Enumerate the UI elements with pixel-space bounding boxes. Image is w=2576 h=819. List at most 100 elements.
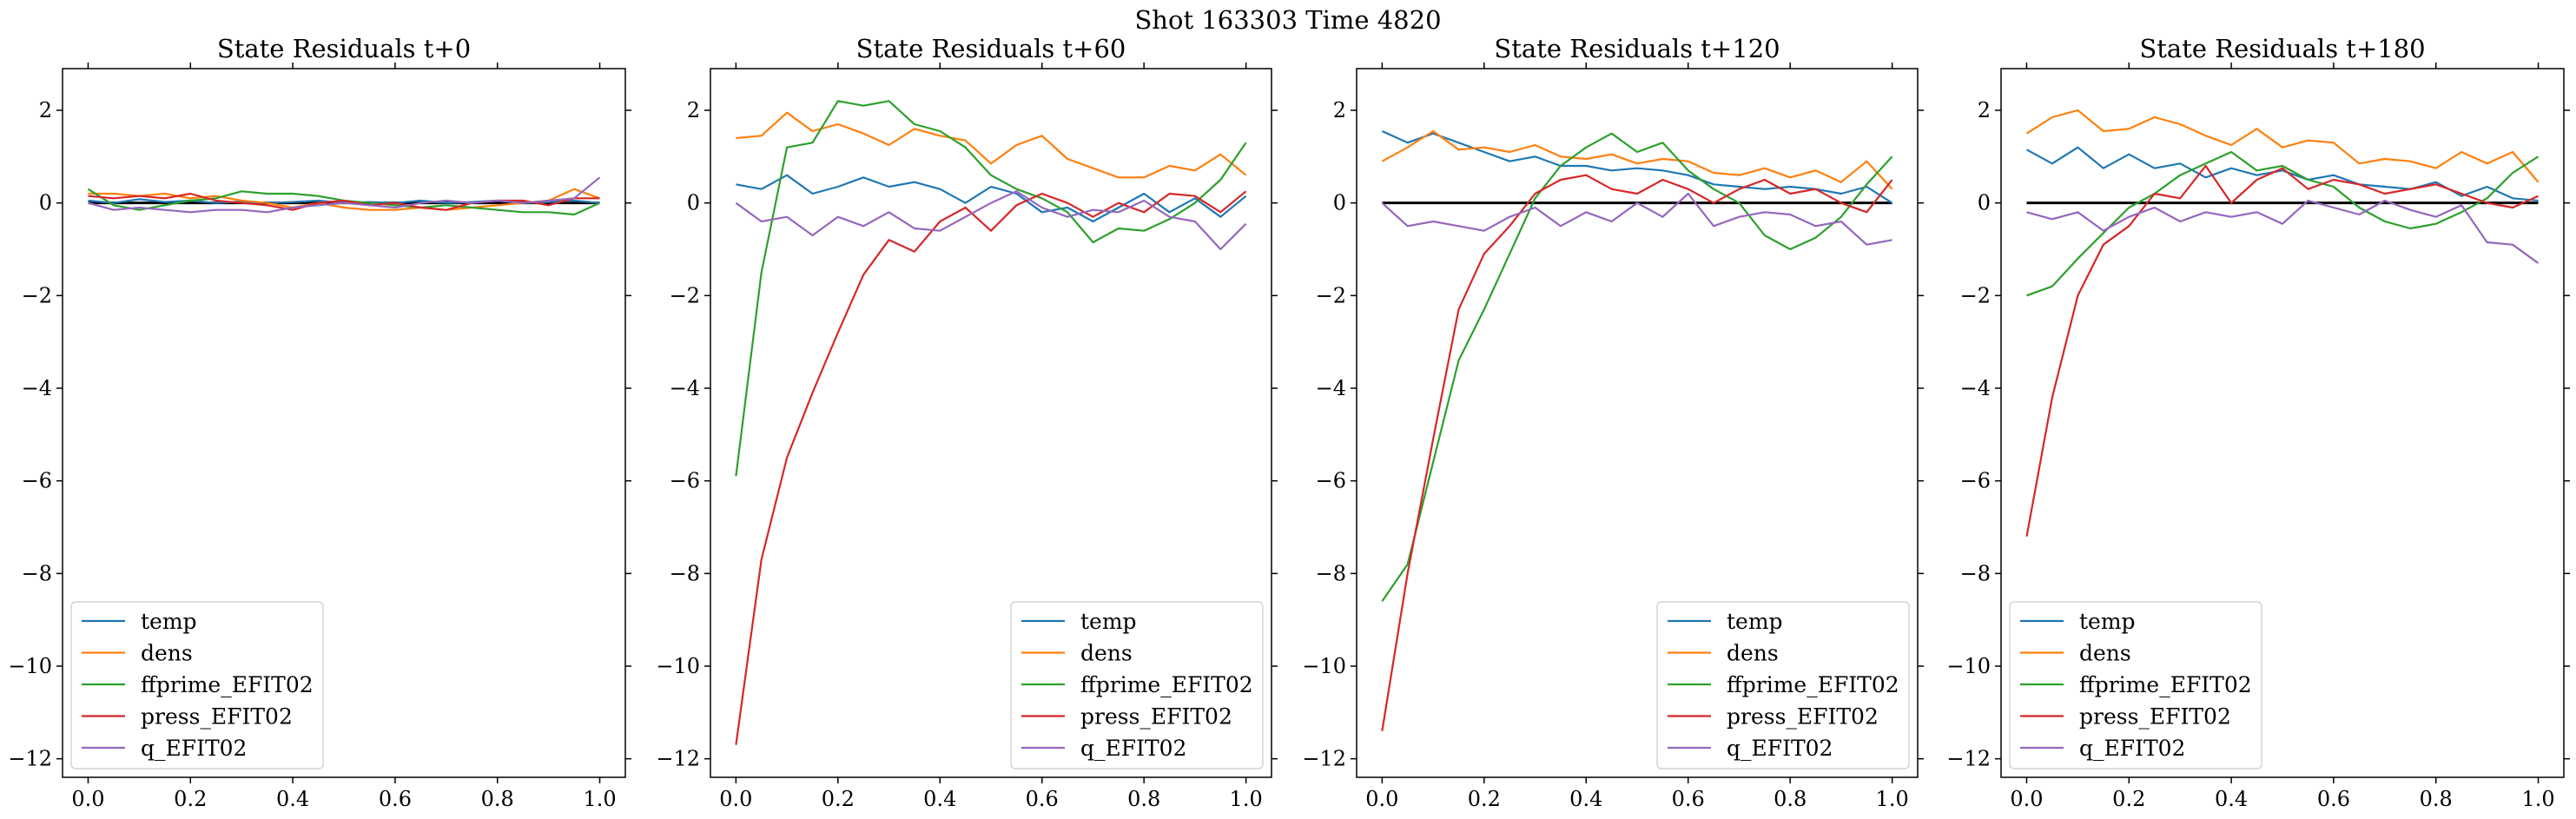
series-line-ffprime-efit02 <box>2026 150 2540 297</box>
panel-title: State Residuals t+180 <box>2139 34 2425 63</box>
x-tick-label: 0.4 <box>1569 787 1602 811</box>
y-tick-label: 2 <box>39 98 52 122</box>
x-tick-label: 0.6 <box>379 787 412 811</box>
x-tick-label: 0.0 <box>1365 787 1398 811</box>
y-tick-label: 0 <box>39 191 52 215</box>
x-tick-label: 0.4 <box>923 787 956 811</box>
legend-box <box>1010 601 1264 769</box>
y-tick-label: −12 <box>656 747 700 771</box>
legend: temp dens ffprime_EFIT02 press_EFIT02 q_EFIT… <box>70 601 324 769</box>
series-line-press-efit02 <box>88 192 600 211</box>
legend-entry: q_EFIT02 <box>1080 736 1186 761</box>
x-tick-label: 0.8 <box>2420 787 2453 811</box>
panel-title: State Residuals t+60 <box>856 34 1126 63</box>
legend-entry: temp <box>141 609 197 634</box>
x-tick-label: 0.0 <box>2010 787 2043 811</box>
legend-box <box>2009 601 2262 769</box>
y-tick-label: −8 <box>1316 561 1346 585</box>
axes-frame <box>1356 68 1919 778</box>
series-line-q-efit02 <box>1381 192 1892 246</box>
legend-entry: press_EFIT02 <box>1727 704 1879 730</box>
y-tick-label: 0 <box>687 191 700 215</box>
x-tick-label: 0.8 <box>1773 787 1807 811</box>
y-tick-label: −12 <box>1946 747 1991 771</box>
x-tick-label: 0.6 <box>1026 787 1059 811</box>
x-tick-label: 0.8 <box>1127 787 1160 811</box>
legend-entry: press_EFIT02 <box>2079 704 2231 730</box>
y-tick-label: −6 <box>1316 469 1346 493</box>
y-tick-label: −2 <box>1316 283 1346 307</box>
legend-entry: press_EFIT02 <box>141 704 293 730</box>
legend-entry: dens <box>2079 641 2131 666</box>
series-line-dens <box>1381 129 1893 190</box>
legend-entry: temp <box>1727 609 1783 634</box>
legend-entry: ffprime_EFIT02 <box>141 672 314 697</box>
legend-entry: q_EFIT02 <box>1727 736 1833 761</box>
series-line-press-efit02 <box>2025 164 2539 537</box>
legend-entry: ffprime_EFIT02 <box>1080 672 1253 697</box>
axes-frame <box>2000 68 2565 778</box>
figure-suptitle: Shot 163303 Time 4820 <box>1134 5 1441 35</box>
legend-entry: ffprime_EFIT02 <box>2079 672 2252 697</box>
x-tick-label: 0.2 <box>174 787 207 811</box>
legend-entry: dens <box>141 641 193 666</box>
legend-entry: q_EFIT02 <box>2079 736 2185 761</box>
y-tick-label: 2 <box>1978 98 1991 122</box>
y-tick-label: −10 <box>656 654 700 678</box>
series-line-dens <box>88 188 600 211</box>
y-tick-label: 2 <box>1333 98 1346 122</box>
y-tick-label: −8 <box>22 561 52 585</box>
y-tick-label: −4 <box>670 376 700 400</box>
legend-entry: dens <box>1080 641 1133 666</box>
y-tick-label: 0 <box>1978 191 1991 215</box>
x-tick-label: 1.0 <box>1876 787 1909 811</box>
panel-title: State Residuals t+0 <box>217 34 471 63</box>
x-tick-label: 1.0 <box>583 787 616 811</box>
chart-panel-0: State Residuals t+0 0.0 0.2 0.4 0.6 0.8 1.0 2 0 −… <box>8 34 631 811</box>
y-tick-label: 0 <box>1333 191 1346 215</box>
x-tick-label: 0.2 <box>2112 787 2145 811</box>
y-tick-label: −4 <box>22 376 52 400</box>
y-tick-label: −6 <box>670 469 700 493</box>
y-tick-label: −12 <box>8 747 52 771</box>
legend-entry: temp <box>1080 609 1137 634</box>
y-tick-label: −2 <box>670 283 700 307</box>
x-tick-label: 0.2 <box>822 787 855 811</box>
legend: temp dens ffprime_EFIT02 press_EFIT02 q_EFIT… <box>1010 601 1264 769</box>
series-line-ffprime-efit02 <box>735 100 1247 477</box>
y-tick-label: −12 <box>1302 747 1346 771</box>
y-tick-label: 2 <box>687 98 700 122</box>
chart-panel-2: State Residuals t+120 0.0 0.2 0.4 0.6 0.8 1.0 2… <box>1302 34 1924 811</box>
y-tick-label: −10 <box>8 654 52 678</box>
axes-frame <box>62 68 626 778</box>
y-tick-label: −2 <box>22 283 52 307</box>
series-line-q-efit02 <box>88 176 601 214</box>
series-line-q-efit02 <box>735 190 1247 251</box>
chart-panel-1: State Residuals t+60 0.0 0.2 0.4 0.6 0.8 1.0 2 0… <box>656 34 1278 811</box>
y-tick-label: −4 <box>1316 376 1346 400</box>
legend: temp dens ffprime_EFIT02 press_EFIT02 q_EFIT… <box>1656 601 1910 769</box>
x-tick-label: 1.0 <box>2521 787 2554 811</box>
chart-panel-3: State Residuals t+180 0.0 0.2 0.4 0.6 0.8 1.0 2… <box>1946 34 2570 811</box>
legend: temp dens ffprime_EFIT02 press_EFIT02 q_EFIT… <box>2009 601 2262 769</box>
x-tick-label: 0.4 <box>2215 787 2248 811</box>
series-line-temp <box>1381 129 1893 204</box>
y-tick-label: −4 <box>1960 376 1991 400</box>
x-tick-label: 0.6 <box>2317 787 2350 811</box>
x-tick-label: 0.6 <box>1672 787 1705 811</box>
x-tick-label: 0.0 <box>71 787 104 811</box>
y-tick-label: −2 <box>1960 283 1991 307</box>
legend-entry: temp <box>2079 609 2136 634</box>
series-line-press-efit02 <box>735 190 1247 745</box>
series-line-temp <box>736 174 1247 223</box>
x-tick-label: 0.4 <box>276 787 309 811</box>
series-line-ffprime-efit02 <box>1381 132 1893 602</box>
legend-entry: dens <box>1727 641 1779 666</box>
series-line-dens <box>2025 109 2540 183</box>
legend-entry: q_EFIT02 <box>141 736 247 761</box>
panel-title: State Residuals t+120 <box>1494 34 1780 63</box>
legend-box <box>1656 601 1910 769</box>
legend-entry: ffprime_EFIT02 <box>1727 672 1899 697</box>
y-tick-label: −10 <box>1946 654 1991 678</box>
